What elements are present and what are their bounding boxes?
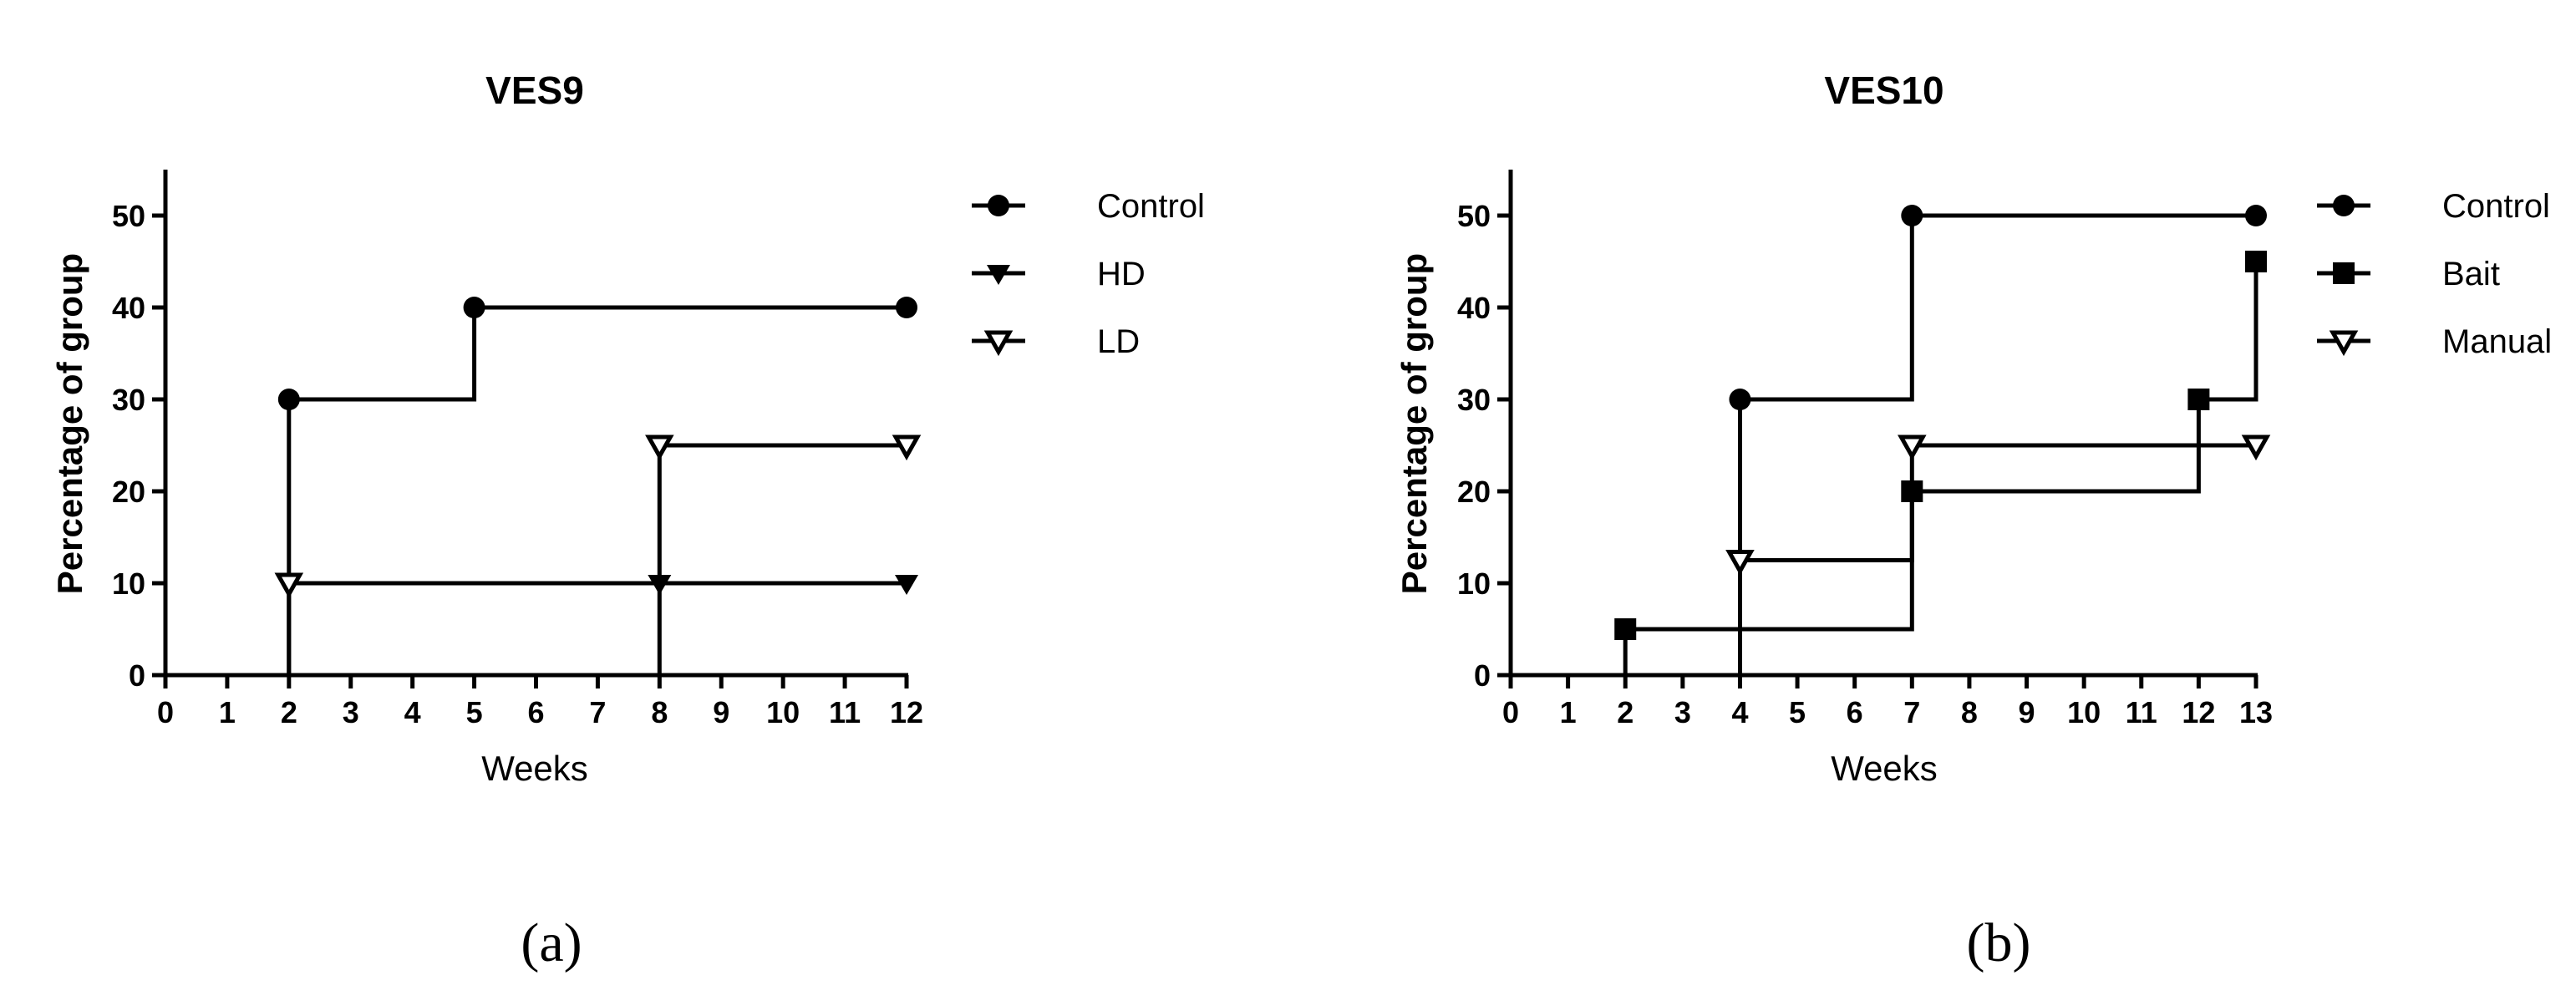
y-axis-label: Percentage of group <box>50 253 89 594</box>
legend: Control HD LD <box>972 188 1205 360</box>
y-tick-label: 10 <box>112 567 145 601</box>
x-axis-label: Weeks <box>481 749 588 788</box>
x-tick-label: 13 <box>2239 695 2273 729</box>
x-tick-label: 0 <box>1502 695 1519 729</box>
series-line-bait <box>1623 262 2258 675</box>
y-tick-label: 20 <box>112 475 145 509</box>
x-tick-label: 3 <box>343 695 359 729</box>
data-point-bait <box>2245 251 2267 272</box>
x-tick-label: 1 <box>219 695 236 729</box>
data-point-control <box>896 297 917 318</box>
legend-label: HD <box>1097 256 1146 292</box>
panel-label: (a) <box>521 912 582 973</box>
x-tick-label: 10 <box>766 695 800 729</box>
y-tick-label: 50 <box>112 199 145 233</box>
legend-marker <box>2333 195 2355 216</box>
data-point-control <box>463 297 485 318</box>
data-point-control <box>2245 205 2267 226</box>
x-tick-label: 7 <box>589 695 606 729</box>
data-point-ld <box>645 434 674 461</box>
y-tick-label: 10 <box>1457 567 1491 601</box>
series-line-manual <box>1740 443 2256 562</box>
y-tick-label: 0 <box>1474 658 1491 693</box>
x-tick-label: 10 <box>2067 695 2101 729</box>
panel-label: (b) <box>1967 912 2031 973</box>
data-point-ld <box>892 434 922 461</box>
legend-marker <box>2329 330 2359 357</box>
x-tick-label: 7 <box>1903 695 1920 729</box>
y-tick-label: 0 <box>129 658 145 693</box>
x-tick-label: 9 <box>2019 695 2035 729</box>
y-tick-label: 30 <box>112 383 145 417</box>
data-point-manual <box>1898 434 1927 461</box>
legend-marker <box>2333 262 2355 284</box>
data-point-manual <box>1725 550 1755 576</box>
x-tick-label: 11 <box>829 695 861 729</box>
legend-marker <box>988 195 1009 216</box>
x-tick-label: 11 <box>2126 695 2157 729</box>
legend-marker <box>983 330 1014 357</box>
y-tick-label: 40 <box>112 291 145 325</box>
data-point-manual <box>2241 434 2271 461</box>
x-tick-label: 8 <box>651 695 668 729</box>
x-tick-label: 5 <box>466 695 483 729</box>
chart-title: VES9 <box>485 69 584 112</box>
y-tick-label: 40 <box>1457 291 1491 325</box>
series-line-control <box>287 305 907 675</box>
x-tick-label: 6 <box>527 695 544 729</box>
x-tick-label: 8 <box>1961 695 1978 729</box>
x-tick-label: 2 <box>1617 695 1633 729</box>
x-tick-label: 4 <box>404 695 421 729</box>
x-tick-label: 0 <box>157 695 174 729</box>
data-point-ld <box>274 572 304 599</box>
x-tick-label: 3 <box>1674 695 1691 729</box>
legend-label: Bait <box>2442 256 2500 292</box>
x-tick-label: 5 <box>1789 695 1806 729</box>
x-tick-label: 2 <box>281 695 297 729</box>
legend: Control Bait Manual <box>2317 188 2552 360</box>
y-tick-label: 50 <box>1457 199 1491 233</box>
series-line-ld <box>657 443 907 675</box>
data-point-hd <box>648 575 672 595</box>
x-tick-label: 9 <box>713 695 729 729</box>
legend-label: Control <box>2442 188 2550 225</box>
data-point-control <box>1729 389 1751 410</box>
x-tick-label: 1 <box>1560 695 1577 729</box>
y-tick-label: 30 <box>1457 383 1491 417</box>
x-tick-label: 4 <box>1731 695 1748 729</box>
legend-marker <box>987 265 1010 285</box>
data-point-bait <box>2187 389 2210 410</box>
chart-ves10: VES10 Percentage of group Weeks (b) 0102… <box>1395 69 2552 973</box>
y-axis-label: Percentage of group <box>1395 253 1434 594</box>
series-line-control <box>1738 213 2256 675</box>
legend-label: LD <box>1097 323 1140 360</box>
legend-label: Manual <box>2442 323 2552 360</box>
x-tick-label: 12 <box>2182 695 2215 729</box>
y-tick-label: 20 <box>1457 475 1491 509</box>
data-point-control <box>277 389 300 410</box>
data-point-control <box>1901 205 1923 226</box>
chart-ves9: VES9 Percentage of group Weeks (a) 01020… <box>50 69 1205 973</box>
legend-label: Control <box>1097 188 1205 225</box>
chart-title: VES10 <box>1824 69 1943 112</box>
data-point-bait <box>1614 618 1637 640</box>
data-point-hd <box>895 575 918 595</box>
x-axis-label: Weeks <box>1831 749 1938 788</box>
x-tick-label: 6 <box>1847 695 1863 729</box>
x-tick-label: 12 <box>890 695 923 729</box>
series-line-hd <box>287 581 907 675</box>
data-point-bait <box>1901 480 1923 502</box>
